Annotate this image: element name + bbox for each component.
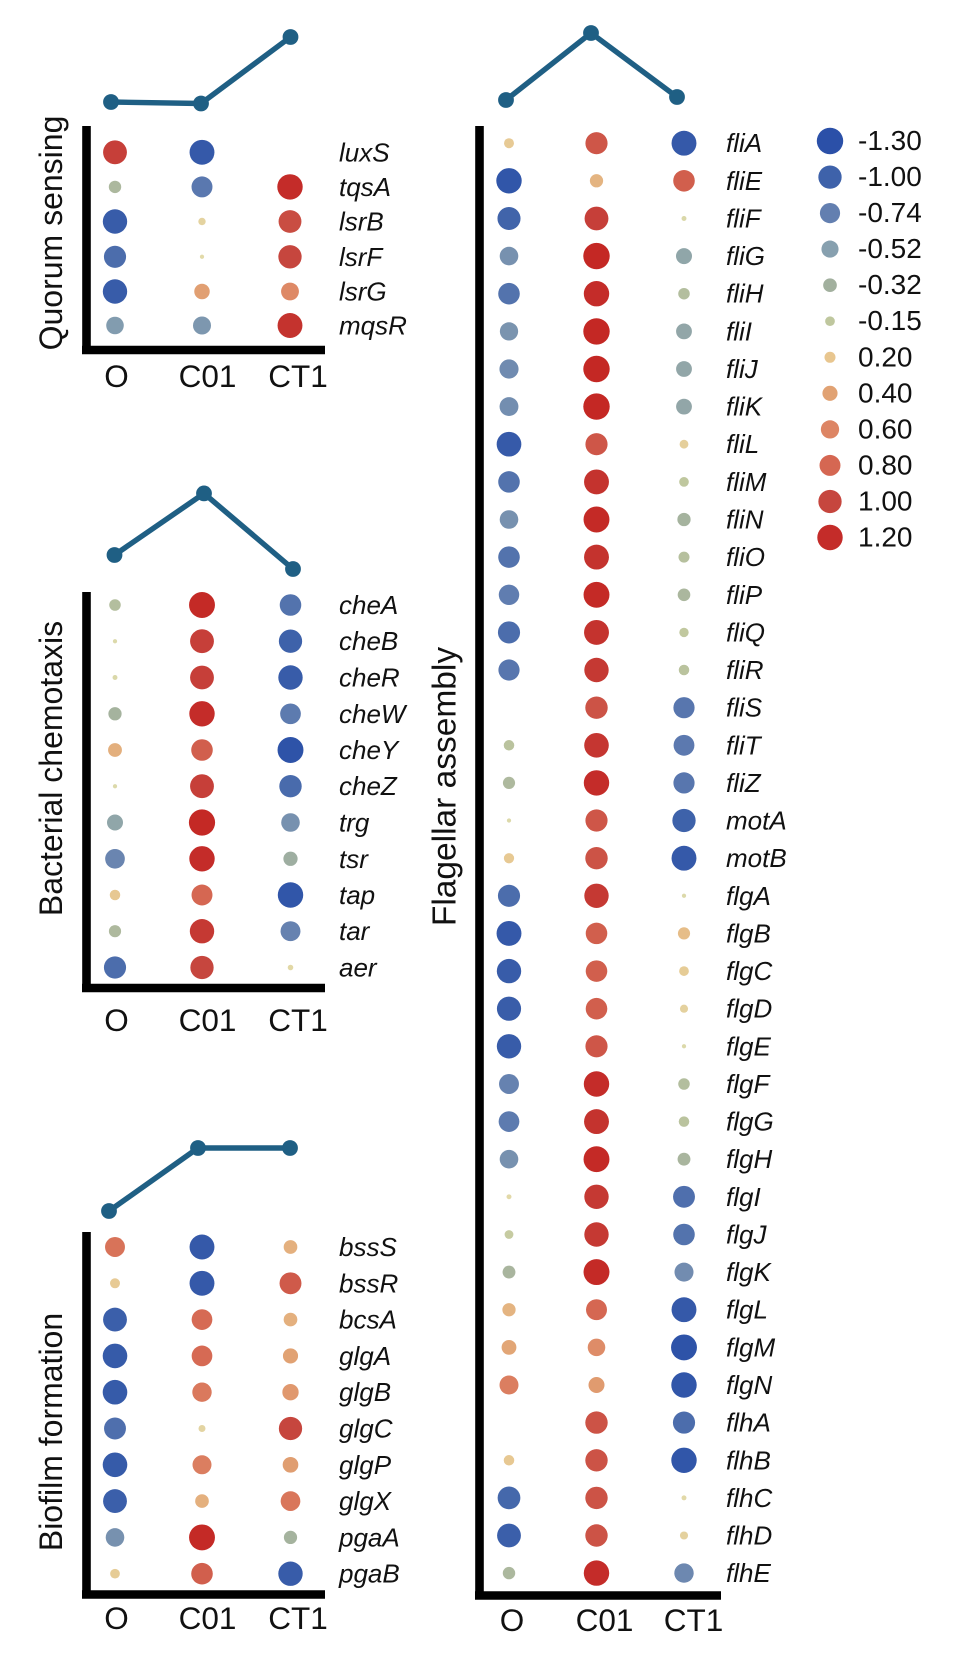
svg-text:0.60: 0.60 bbox=[858, 413, 913, 444]
svg-text:glgB: glgB bbox=[339, 1377, 391, 1407]
svg-text:fliG: fliG bbox=[726, 241, 765, 271]
svg-text:O: O bbox=[104, 358, 129, 394]
svg-text:glgA: glgA bbox=[339, 1341, 391, 1371]
svg-text:cheA: cheA bbox=[339, 590, 398, 620]
svg-text:-1.30: -1.30 bbox=[858, 125, 922, 156]
svg-text:cheY: cheY bbox=[339, 735, 400, 765]
svg-text:tsr: tsr bbox=[339, 844, 369, 874]
svg-text:CT1: CT1 bbox=[268, 1002, 328, 1038]
svg-text:cheW: cheW bbox=[339, 699, 408, 729]
svg-text:O: O bbox=[104, 1600, 129, 1636]
svg-text:tar: tar bbox=[339, 916, 371, 946]
svg-text:mqsR: mqsR bbox=[339, 311, 407, 341]
svg-text:O: O bbox=[500, 1602, 525, 1638]
svg-text:cheB: cheB bbox=[339, 626, 398, 656]
svg-text:CT1: CT1 bbox=[664, 1602, 724, 1638]
svg-text:flgJ: flgJ bbox=[726, 1220, 767, 1250]
svg-text:Bacterial chemotaxis: Bacterial chemotaxis bbox=[33, 621, 69, 916]
svg-text:CT1: CT1 bbox=[268, 1600, 328, 1636]
svg-text:fliL: fliL bbox=[726, 429, 759, 459]
svg-text:flgK: flgK bbox=[726, 1257, 772, 1287]
svg-text:O: O bbox=[104, 1002, 129, 1038]
svg-text:fliO: fliO bbox=[726, 542, 765, 572]
svg-text:fliT: fliT bbox=[726, 730, 763, 760]
svg-text:fliA: fliA bbox=[726, 128, 762, 158]
svg-text:flgG: flgG bbox=[726, 1107, 774, 1137]
svg-text:flgD: flgD bbox=[726, 994, 772, 1024]
svg-text:-0.52: -0.52 bbox=[858, 233, 922, 264]
svg-text:flgI: flgI bbox=[726, 1182, 761, 1212]
svg-text:-0.74: -0.74 bbox=[858, 197, 922, 228]
svg-text:flgB: flgB bbox=[726, 918, 771, 948]
svg-text:pgaA: pgaA bbox=[338, 1522, 400, 1552]
svg-text:-0.15: -0.15 bbox=[858, 305, 922, 336]
svg-text:flgC: flgC bbox=[726, 956, 772, 986]
svg-text:fliH: fliH bbox=[726, 279, 764, 309]
svg-text:fliN: fliN bbox=[726, 505, 764, 535]
svg-text:pgaB: pgaB bbox=[338, 1559, 400, 1589]
svg-text:lsrF: lsrF bbox=[339, 242, 384, 272]
svg-text:flgF: flgF bbox=[726, 1069, 771, 1099]
svg-text:motB: motB bbox=[726, 843, 787, 873]
svg-text:fliS: fliS bbox=[726, 693, 763, 723]
svg-text:fliE: fliE bbox=[726, 166, 763, 196]
svg-text:fliQ: fliQ bbox=[726, 617, 765, 647]
svg-text:motA: motA bbox=[726, 806, 787, 836]
svg-text:tqsA: tqsA bbox=[339, 172, 391, 202]
svg-text:glgX: glgX bbox=[339, 1486, 393, 1516]
svg-text:fliZ: fliZ bbox=[726, 768, 762, 798]
svg-text:fliI: fliI bbox=[726, 316, 752, 346]
svg-text:cheR: cheR bbox=[339, 663, 400, 693]
svg-text:fliK: fliK bbox=[726, 392, 764, 422]
svg-text:1.20: 1.20 bbox=[858, 522, 913, 553]
svg-text:fliJ: fliJ bbox=[726, 354, 759, 384]
svg-text:C01: C01 bbox=[179, 358, 237, 394]
svg-text:Biofilm formation: Biofilm formation bbox=[33, 1313, 69, 1551]
svg-text:C01: C01 bbox=[576, 1602, 634, 1638]
svg-text:fliR: fliR bbox=[726, 655, 764, 685]
svg-text:flgE: flgE bbox=[726, 1031, 771, 1061]
svg-text:0.80: 0.80 bbox=[858, 449, 913, 480]
svg-text:CT1: CT1 bbox=[268, 358, 328, 394]
svg-text:fliF: fliF bbox=[726, 204, 763, 234]
svg-text:trg: trg bbox=[339, 808, 370, 838]
svg-text:aer: aer bbox=[339, 953, 378, 983]
svg-text:lsrG: lsrG bbox=[339, 277, 387, 307]
svg-text:Quorum sensing: Quorum sensing bbox=[33, 116, 69, 351]
svg-text:fliP: fliP bbox=[726, 580, 763, 610]
svg-text:flhB: flhB bbox=[726, 1445, 771, 1475]
svg-text:flgA: flgA bbox=[726, 881, 771, 911]
svg-text:tap: tap bbox=[339, 880, 375, 910]
svg-text:glgP: glgP bbox=[339, 1450, 392, 1480]
svg-text:luxS: luxS bbox=[339, 137, 390, 167]
svg-text:1.00: 1.00 bbox=[858, 486, 913, 517]
svg-text:lsrB: lsrB bbox=[339, 207, 384, 237]
svg-text:C01: C01 bbox=[179, 1002, 237, 1038]
svg-text:bssS: bssS bbox=[339, 1232, 397, 1262]
svg-text:cheZ: cheZ bbox=[339, 771, 398, 801]
svg-text:flhD: flhD bbox=[726, 1521, 772, 1551]
svg-text:flgM: flgM bbox=[726, 1332, 775, 1362]
svg-text:-1.00: -1.00 bbox=[858, 161, 922, 192]
svg-text:flgL: flgL bbox=[726, 1295, 768, 1325]
svg-text:-0.32: -0.32 bbox=[858, 269, 922, 300]
svg-text:Flagellar assembly: Flagellar assembly bbox=[427, 647, 464, 927]
svg-text:0.40: 0.40 bbox=[858, 377, 913, 408]
svg-text:flgN: flgN bbox=[726, 1370, 772, 1400]
svg-text:flhE: flhE bbox=[726, 1558, 771, 1588]
svg-text:flgH: flgH bbox=[726, 1144, 772, 1174]
svg-text:fliM: fliM bbox=[726, 467, 767, 497]
svg-text:C01: C01 bbox=[179, 1600, 237, 1636]
svg-text:0.20: 0.20 bbox=[858, 341, 913, 372]
svg-text:glgC: glgC bbox=[339, 1414, 393, 1444]
svg-text:bssR: bssR bbox=[339, 1268, 398, 1298]
svg-text:flhC: flhC bbox=[726, 1483, 772, 1513]
svg-text:flhA: flhA bbox=[726, 1408, 771, 1438]
svg-text:bcsA: bcsA bbox=[339, 1305, 397, 1335]
